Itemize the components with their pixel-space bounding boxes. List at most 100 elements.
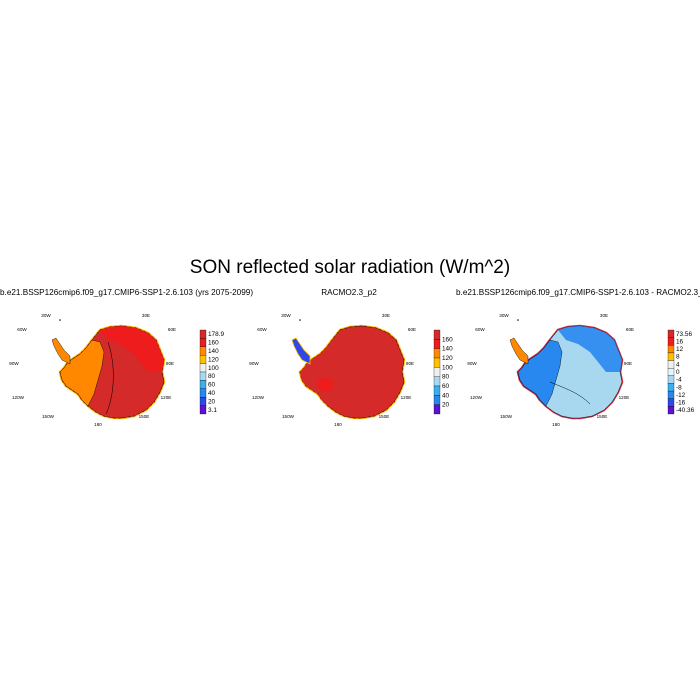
pole-marker (59, 319, 61, 321)
colorbar-label: -4 (676, 377, 682, 384)
region-ice-shelf-patch (318, 377, 334, 392)
colorbar-box (199, 338, 207, 347)
colorbar-label: 80 (442, 374, 450, 381)
colorbar-label: 60 (442, 383, 450, 390)
colorbar-box (433, 348, 441, 359)
antarctica-map-difference: 30W 30E 60W 60E 90W 90E 120W 120E 150W 150E 180 73.… (467, 313, 695, 427)
colorbar-box (667, 368, 675, 376)
colorbar-label: 8 (676, 354, 680, 361)
colorbar-label: -16 (676, 400, 686, 407)
colorbar-label: 140 (208, 348, 219, 355)
colorbar-box (199, 405, 207, 415)
colorbar-label: 120 (208, 356, 219, 363)
lon-label: 30E (600, 313, 608, 318)
colorbar-label: 0 (676, 369, 680, 376)
lon-label: 90W (9, 361, 19, 366)
colorbar-label: 20 (208, 398, 216, 405)
panel-title: b.e21.BSSP126cmip6.f09_g17.CMIP6-SSP1-2.… (0, 288, 254, 297)
contour-line (549, 381, 591, 405)
colorbar: 160 140 120 100 80 60 40 20 (433, 329, 453, 415)
lon-label: 90E (166, 361, 174, 366)
region-peninsula (291, 337, 311, 365)
colorbar-label: 73.56 (676, 331, 692, 338)
lon-label: 60W (257, 327, 267, 332)
antarctica-map-racmo: 30W 30E 60W 60E 90W 90E 120W 120E 150W 150E 180 160… (249, 313, 453, 427)
region-east-antarctic-margin (100, 326, 164, 372)
lon-label: 60W (475, 327, 485, 332)
colorbar-box (667, 390, 675, 399)
colorbar-box (667, 383, 675, 392)
colorbar-label: 4 (676, 361, 680, 368)
colorbar-box (667, 398, 675, 407)
colorbar-box (667, 406, 675, 415)
colorbar-label: -40.36 (676, 407, 695, 414)
lon-label: 180 (94, 422, 102, 427)
colorbar-box (199, 346, 207, 356)
map-group: 30W 30E 60W 60E 90W 90E 120W 120E 150W 150E 180 (467, 313, 634, 427)
colorbar-label: 160 (208, 340, 219, 347)
colorbar-box (199, 355, 207, 364)
panel-title: b.e21.BSSP126cmip6.f09_g17.CMIP6-SSP1-2.… (456, 288, 700, 297)
lon-label: 90E (406, 361, 414, 366)
colorbar-box (199, 371, 207, 381)
lon-label: 120E (161, 395, 172, 400)
lon-label: 150W (42, 414, 55, 419)
colorbar-label: 20 (442, 402, 450, 409)
region-peninsula-tip (509, 337, 529, 365)
colorbar-label: 12 (676, 346, 684, 353)
lon-label: 30E (382, 313, 390, 318)
lon-label: 150W (500, 414, 513, 419)
colorbar-box (433, 385, 441, 396)
lon-label: 120E (619, 395, 630, 400)
lon-label: 30W (281, 313, 291, 318)
region-antarctic-peninsula (51, 337, 71, 365)
colorbar-box (433, 404, 441, 415)
colorbar-label: 160 (442, 336, 453, 343)
colorbar-label: 100 (208, 365, 219, 372)
colorbar-label: 80 (208, 373, 216, 380)
colorbar-box (667, 337, 675, 346)
colorbar-label: 60 (208, 382, 216, 389)
lon-label: 120W (470, 395, 483, 400)
region-east-antarctic-interior (576, 364, 614, 408)
lon-label: 90E (624, 361, 632, 366)
pole-marker (299, 319, 301, 321)
colorbar-label: 16 (676, 338, 684, 345)
colorbar-box (433, 329, 441, 340)
colorbar-label: 178.9 (208, 331, 224, 338)
colorbar-label: -8 (676, 384, 682, 391)
panel-difference: b.e21.BSSP126cmip6.f09_g17.CMIP6-SSP1-2.… (456, 288, 700, 438)
lon-label: 150E (139, 414, 150, 419)
colorbar-label: 140 (442, 346, 453, 353)
colorbar-box (667, 329, 675, 338)
lon-label: 120W (12, 395, 25, 400)
lon-label: 180 (334, 422, 342, 427)
lon-label: 60W (17, 327, 27, 332)
panel-title: RACMO2.3_p2 (321, 288, 377, 297)
panel-racmo: RACMO2.3_p2 30W 30E 60W 60E 90W 90E 120W 120E 15… (244, 288, 454, 438)
lon-label: 30W (499, 313, 509, 318)
colorbar-label: 40 (208, 390, 216, 397)
lon-label: 30E (142, 313, 150, 318)
colorbar-label: 3.1 (208, 407, 217, 414)
colorbar-label: 40 (442, 392, 450, 399)
region-coastal-margin (558, 326, 622, 372)
colorbar-box (433, 339, 441, 349)
lon-label: 30W (41, 313, 51, 318)
lon-label: 60E (168, 327, 176, 332)
region-west-antarctica (300, 340, 344, 406)
colorbar-label: -12 (676, 392, 686, 399)
panel-model: b.e21.BSSP126cmip6.f09_g17.CMIP6-SSP1-2.… (0, 288, 254, 438)
lon-label: 150E (379, 414, 390, 419)
figure-title: SON reflected solar radiation (W/m^2) (189, 257, 511, 278)
map-group: 30W 30E 60W 60E 90W 90E 120W 120E 150W 150E 180 (9, 313, 176, 427)
contour-line (105, 341, 114, 415)
colorbar-box (199, 397, 207, 406)
lon-label: 90W (467, 361, 477, 366)
colorbar-box (433, 357, 441, 368)
lon-label: 120E (401, 395, 412, 400)
colorbar-box (433, 395, 441, 405)
lon-label: 120W (252, 395, 265, 400)
